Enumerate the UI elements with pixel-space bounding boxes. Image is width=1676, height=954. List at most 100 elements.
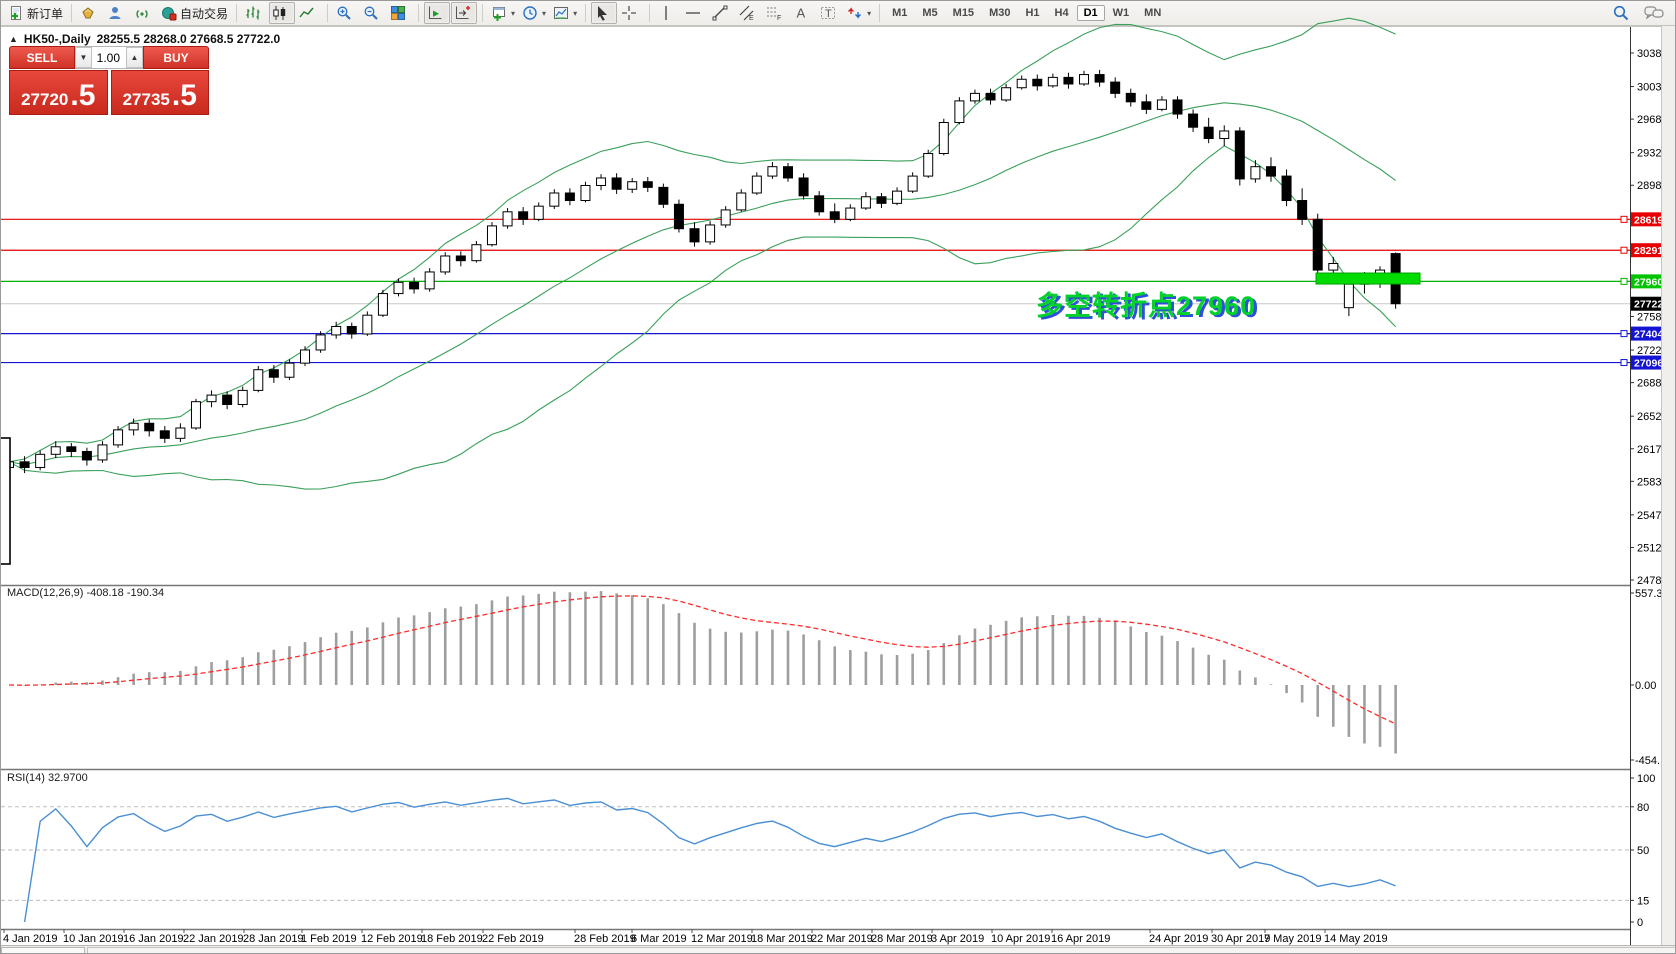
svg-text:28 Mar 2019: 28 Mar 2019	[871, 933, 933, 945]
vline-icon	[658, 5, 674, 21]
line-chart-button[interactable]	[296, 2, 322, 24]
timeframe-m30-button[interactable]: M30	[989, 7, 1011, 19]
bar-chart-button[interactable]	[242, 2, 268, 24]
edge-clipped-candle	[1, 437, 11, 565]
svg-text:28291.3: 28291.3	[1634, 245, 1672, 257]
buy-price-button[interactable]: 27735 .5	[110, 70, 209, 115]
chat-icon	[1644, 5, 1664, 21]
svg-text:28 Feb 2019: 28 Feb 2019	[574, 933, 636, 945]
svg-text:10 Jan 2019: 10 Jan 2019	[63, 933, 124, 945]
autotrade-icon	[161, 5, 177, 21]
text-label-button[interactable]: T	[817, 2, 843, 24]
svg-text:0: 0	[1637, 917, 1643, 929]
new-chart-button[interactable]: ▾	[488, 2, 518, 24]
sell-price-frac: .5	[70, 79, 96, 112]
timeframe-h1-button[interactable]: H1	[1025, 7, 1040, 19]
one-click-trade-panel: SELL ▼ 1.00 ▲ BUY 27720 .5 27735 .5	[9, 46, 209, 115]
chevron-down-icon[interactable]: ▾	[542, 8, 547, 18]
zoom-in-icon	[336, 5, 352, 21]
right-edge-strip	[1661, 26, 1675, 953]
timeframe-m5-button[interactable]: M5	[922, 7, 938, 19]
sell-price-button[interactable]: 27720 .5	[9, 70, 108, 115]
search-icon	[1612, 4, 1630, 22]
chevron-down-icon[interactable]: ▾	[867, 8, 872, 18]
svg-text:12 Mar 2019: 12 Mar 2019	[691, 933, 753, 945]
periods-button[interactable]: ▾	[519, 2, 549, 24]
zoom-out-icon	[363, 5, 379, 21]
svg-text:18 Mar 2019: 18 Mar 2019	[751, 933, 813, 945]
svg-text:F: F	[777, 15, 781, 21]
zoom-out-button[interactable]	[360, 2, 386, 24]
toolbar-separator	[71, 4, 73, 22]
collapse-panel-icon[interactable]: ▲	[9, 34, 18, 44]
tile-windows-button[interactable]	[387, 2, 413, 24]
timeframe-mn-button[interactable]: MN	[1144, 7, 1162, 19]
new-order-button[interactable]: 新订单	[5, 2, 66, 24]
svg-text:T: T	[825, 8, 832, 20]
arrows-icon	[847, 5, 863, 21]
timeframe-m1-button[interactable]: M1	[892, 7, 908, 19]
chart-tab[interactable]	[1, 947, 85, 953]
sell-price-main: 27720	[21, 90, 69, 109]
crosshair-button[interactable]	[618, 2, 644, 24]
candles-button[interactable]	[269, 2, 296, 24]
templates-button[interactable]: ▾	[550, 2, 580, 24]
bars-icon	[245, 5, 261, 21]
timeframe-w1-button[interactable]: W1	[1112, 7, 1130, 19]
vertical-line-button[interactable]	[655, 2, 681, 24]
timeframe-d1-button[interactable]: D1	[1076, 5, 1105, 21]
chat-button[interactable]	[1641, 2, 1667, 24]
toolbar-separator	[879, 4, 881, 22]
chevron-down-icon[interactable]: ▾	[573, 8, 578, 18]
auto-trading-button[interactable]: 自动交易	[158, 2, 231, 24]
buy-price-main: 27735	[122, 90, 170, 109]
chart-shift-button[interactable]	[451, 2, 478, 24]
zoom-in-button[interactable]	[333, 2, 359, 24]
profile-icon	[107, 5, 123, 21]
cursor-button[interactable]	[591, 2, 618, 24]
channel-button[interactable]: E	[736, 2, 762, 24]
template-icon	[553, 5, 569, 21]
candlesticks	[1, 69, 1401, 565]
cursor-icon	[594, 5, 610, 21]
chevron-down-icon[interactable]: ▾	[511, 8, 516, 18]
sell-button[interactable]: SELL	[9, 46, 75, 69]
support-band	[1315, 272, 1421, 285]
ohlc-values: 28255.5 28268.0 27668.5 27722.0	[96, 32, 281, 46]
gold-button[interactable]	[77, 2, 103, 24]
trendline-button[interactable]	[709, 2, 735, 24]
rsi-pane	[1, 797, 1630, 923]
volume-decrease-button[interactable]: ▼	[75, 47, 92, 68]
auto-trading-button-label: 自动交易	[180, 6, 229, 21]
crosshair-icon	[621, 5, 637, 21]
profile-button[interactable]	[104, 2, 130, 24]
search-button[interactable]	[1609, 2, 1635, 24]
buy-button[interactable]: BUY	[143, 46, 209, 69]
shift-icon	[454, 5, 471, 21]
horizontal-line-button[interactable]	[682, 2, 708, 24]
arrows-button[interactable]: ▾	[844, 2, 874, 24]
auto-scroll-button[interactable]	[424, 2, 451, 24]
toolbar-separator	[649, 4, 651, 22]
trendline-icon	[712, 5, 728, 21]
volume-value[interactable]: 1.00	[96, 50, 120, 65]
doc-plus-icon	[8, 5, 24, 21]
date-axis[interactable]: 4 Jan 2019 10 Jan 2019 16 Jan 2019 22 Jan 2…	[3, 929, 1388, 945]
timeframe-h4-button[interactable]: H4	[1054, 7, 1069, 19]
toolbar-right-icons	[1609, 2, 1673, 24]
svg-text:50: 50	[1637, 845, 1649, 857]
volume-increase-button[interactable]: ▲	[126, 47, 143, 68]
svg-text:28 Jan 2019: 28 Jan 2019	[243, 933, 304, 945]
tabs-scroll-area[interactable]	[87, 947, 1675, 953]
timeframe-m15-button[interactable]: M15	[952, 7, 975, 19]
candles-icon	[272, 5, 288, 21]
svg-text:22 Mar 2019: 22 Mar 2019	[811, 933, 873, 945]
fibonacci-button[interactable]: F	[763, 2, 789, 24]
text-button[interactable]: A	[790, 2, 816, 24]
chart-tabs-bar	[1, 945, 1675, 953]
chart-annotation-text: 多空转折点27960	[1036, 291, 1257, 321]
signals-button[interactable]	[131, 2, 157, 24]
textA-icon: A	[793, 5, 809, 21]
